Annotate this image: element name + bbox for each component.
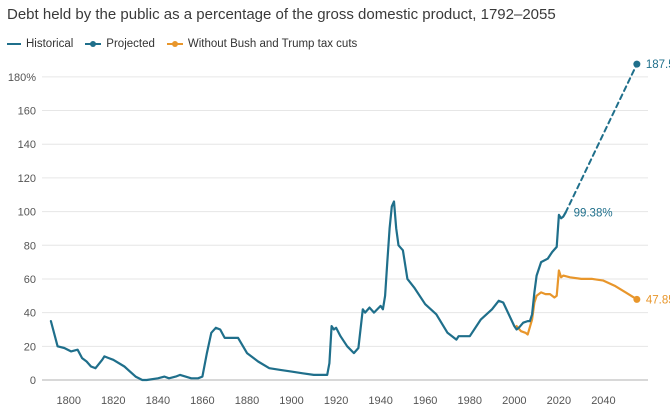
series-historical-line [49, 200, 567, 382]
x-tick-label: 1900 [279, 395, 303, 407]
series-projected-line [564, 63, 638, 214]
legend-swatch-without [166, 40, 183, 48]
y-tick-label: 180% [8, 72, 36, 84]
series-layer [49, 63, 639, 382]
y-tick-label: 40 [24, 308, 36, 320]
x-tick-label: 1860 [190, 395, 214, 407]
x-tick-label: 2040 [591, 395, 615, 407]
x-tick-label: 1960 [413, 395, 437, 407]
label-layer: 187.55% 99.38% 47.85% [574, 59, 670, 306]
end-value-label: 99.38% [574, 208, 613, 220]
y-tick-label: 80 [24, 240, 36, 252]
x-tick-label: 1940 [368, 395, 392, 407]
y-tick-label: 20 [24, 341, 36, 353]
x-tick-label: 1820 [101, 395, 125, 407]
end-point-marker [633, 295, 641, 303]
x-tick-label: 1980 [458, 395, 482, 407]
legend-label-without: Without Bush and Trump tax cuts [187, 38, 358, 50]
y-tick-label: 100 [18, 207, 36, 219]
legend-swatch-historical [7, 43, 21, 45]
chart-legend: Historical Projected Without Bush and Tr… [7, 38, 369, 50]
y-tick-label: 120 [18, 173, 36, 185]
y-tick-label: 0 [30, 375, 36, 387]
legend-label-projected: Projected [106, 38, 155, 50]
series-without-tax-cuts-line [515, 269, 639, 336]
legend-item-without: Without Bush and Trump tax cuts [166, 38, 358, 50]
end-point-marker [633, 60, 641, 68]
y-tick-label: 60 [24, 274, 36, 286]
x-tick-label: 1840 [146, 395, 170, 407]
legend-item-historical: Historical [7, 38, 73, 50]
legend-item-projected: Projected [85, 38, 155, 50]
x-tick-label: 2000 [502, 395, 526, 407]
chart-title: Debt held by the public as a percentage … [7, 6, 556, 23]
legend-label-historical: Historical [26, 38, 74, 50]
x-tick-label: 2020 [547, 395, 571, 407]
end-value-label: 47.85% [646, 294, 670, 306]
x-tick-label: 1920 [324, 395, 348, 407]
grid-layer [42, 76, 648, 347]
y-tick-label: 140 [18, 139, 36, 151]
y-tick-label: 160 [18, 106, 36, 118]
end-value-label: 187.55% [646, 59, 670, 71]
x-tick-label: 1880 [235, 395, 259, 407]
x-tick-label: 1800 [56, 395, 80, 407]
legend-swatch-projected [85, 40, 102, 48]
